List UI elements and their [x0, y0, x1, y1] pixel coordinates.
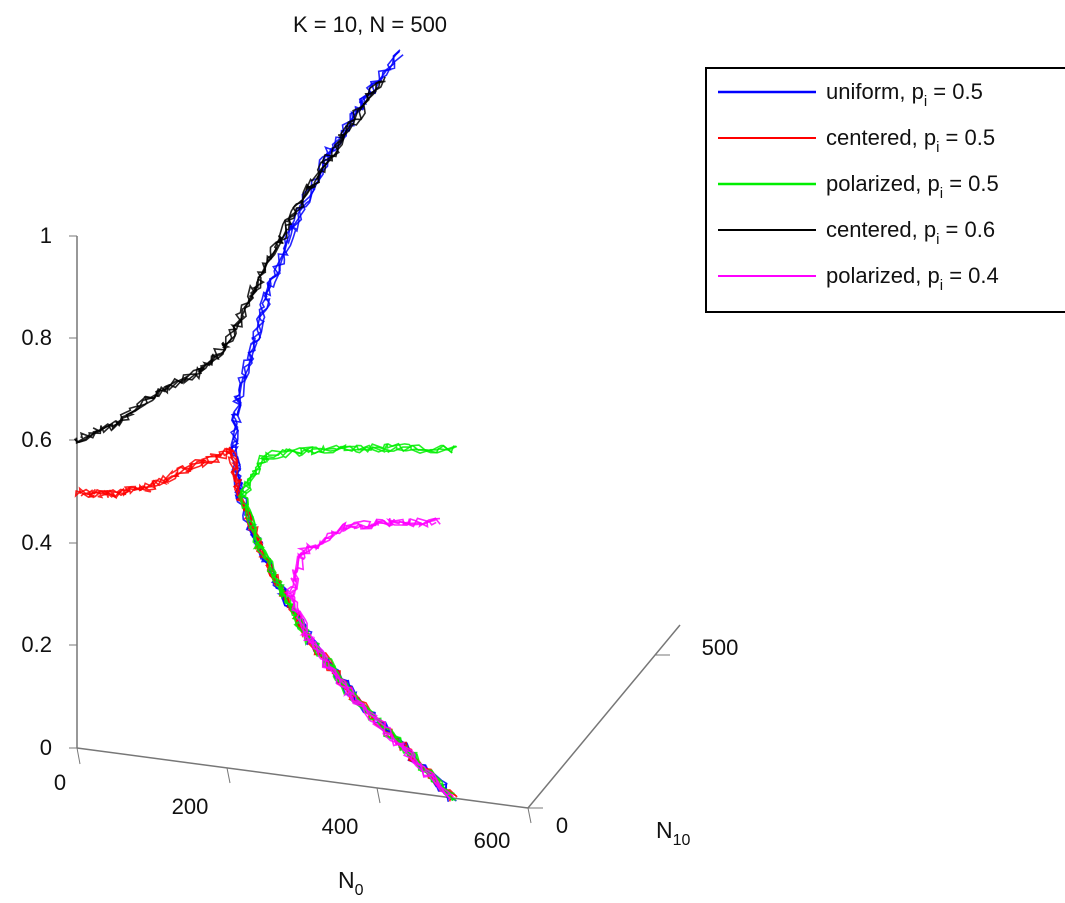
x-axis-label: N0 [338, 867, 364, 899]
series-line [237, 442, 458, 802]
z-tick-label: 0.4 [21, 530, 52, 555]
series-line [290, 517, 455, 798]
series-layer [73, 49, 458, 802]
legend-label: polarized, pi = 0.5 [826, 171, 999, 202]
z-tick-label: 0.2 [21, 632, 52, 657]
series-line [283, 517, 451, 800]
series-3 [73, 76, 386, 445]
legend-label: polarized, pi = 0.4 [826, 263, 999, 294]
x-tick-label: 0 [54, 770, 66, 795]
y-axis-label-main: N [656, 817, 673, 843]
chart-title: K = 10, N = 500 [293, 12, 447, 37]
x-tick-label: 200 [172, 794, 209, 819]
legend-label: uniform, pi = 0.5 [826, 79, 983, 110]
y-tick-500: 500 [655, 635, 738, 660]
y-tick-label: 500 [702, 635, 739, 660]
x-ticks: 0 200 400 600 [54, 747, 532, 853]
x-tick-400: 400 [322, 787, 381, 839]
y-ticks: 0 500 [528, 635, 738, 838]
series-line [228, 50, 450, 802]
legend-label: centered, pi = 0.5 [826, 125, 995, 156]
z-tick-label: 0 [40, 735, 52, 760]
series-4 [283, 517, 455, 800]
series-line [80, 446, 454, 800]
x-axis-line [76, 747, 529, 809]
legend-item-polarized-0.4: polarized, pi = 0.4 [718, 263, 999, 294]
z-tick-label: 0.6 [21, 427, 52, 452]
legend-item-centered-0.6: centered, pi = 0.6 [718, 217, 995, 248]
series-line [73, 80, 381, 444]
legend: uniform, pi = 0.5 centered, pi = 0.5 pol… [705, 67, 1065, 313]
z-tick-label: 1 [40, 223, 52, 248]
z-tick-0.8: 0.8 [21, 325, 77, 350]
series-line [239, 443, 455, 802]
z-tick-0: 0 [40, 735, 77, 760]
series-line [239, 444, 455, 795]
y-tick-label: 0 [556, 813, 568, 838]
x-tick-0: 0 [54, 747, 81, 795]
series-line [229, 50, 452, 801]
y-axis-line [527, 624, 681, 809]
legend-item-polarized-0.5: polarized, pi = 0.5 [718, 171, 999, 202]
y-axis-label: N10 [656, 817, 691, 849]
legend-box [705, 67, 1065, 313]
z-tick-label: 0.8 [21, 325, 52, 350]
series-line [286, 517, 451, 800]
series-line [75, 449, 453, 802]
series-2 [237, 442, 458, 802]
x-tick-600: 600 [474, 807, 532, 853]
series-line [75, 80, 383, 445]
z-tick-0.6: 0.6 [21, 427, 77, 452]
x-axis-label-sub: 0 [355, 882, 364, 899]
legend-item-centered-0.5: centered, pi = 0.5 [718, 125, 995, 156]
legend-item-uniform-0.5: uniform, pi = 0.5 [718, 79, 983, 110]
y-tick-0: 0 [528, 807, 568, 838]
legend-label: centered, pi = 0.6 [826, 217, 995, 248]
x-tick-label: 600 [474, 828, 511, 853]
series-line [286, 517, 451, 796]
x-tick-label: 400 [322, 814, 359, 839]
z-tick-0.4: 0.4 [21, 530, 77, 555]
series-line [239, 443, 457, 802]
y-axis-label-sub: 10 [673, 832, 691, 849]
x-tick-200: 200 [172, 767, 231, 819]
x-axis-label-main: N [338, 867, 355, 893]
z-tick-1: 1 [40, 223, 77, 248]
z-tick-0.2: 0.2 [21, 632, 77, 657]
series-line [79, 76, 386, 439]
series-0 [228, 49, 457, 802]
z-ticks: 0 0.2 0.4 0.6 0.8 1 [21, 223, 77, 760]
